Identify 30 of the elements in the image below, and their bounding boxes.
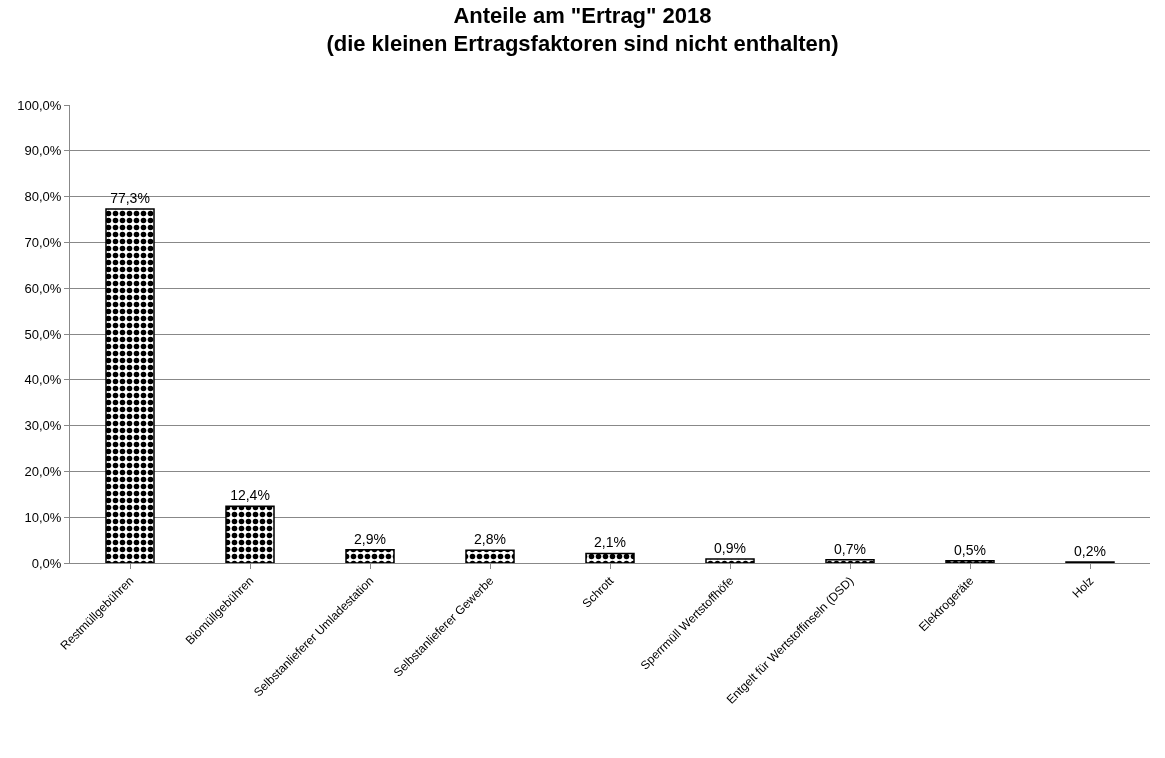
data-label: 0,2% — [1074, 543, 1106, 560]
y-tick-label: 100,0% — [17, 97, 62, 113]
y-tick-label: 20,0% — [24, 463, 62, 479]
y-tick-label: 60,0% — [24, 280, 62, 296]
bar — [705, 558, 755, 563]
data-label: 12,4% — [230, 487, 270, 504]
y-tick-label: 10,0% — [24, 509, 62, 525]
bar — [225, 505, 275, 563]
data-label: 2,9% — [354, 530, 386, 547]
bar — [465, 549, 515, 563]
data-label: 2,1% — [594, 534, 626, 551]
y-tick-label: 50,0% — [24, 326, 62, 342]
x-tick-label: Holz — [1069, 573, 1097, 601]
data-label: 0,5% — [954, 541, 986, 558]
y-tick-label: 40,0% — [24, 372, 62, 388]
y-tick-label: 0,0% — [31, 555, 62, 571]
y-tick-label: 30,0% — [24, 418, 62, 434]
y-tick-label: 90,0% — [24, 143, 62, 159]
bar — [585, 552, 635, 563]
data-label: 2,8% — [474, 531, 506, 548]
chart-title: Anteile am "Ertrag" 2018 (die kleinen Ertragsfaktoren sind nicht enthalten) — [326, 2, 839, 57]
bar — [105, 208, 155, 563]
data-label: 0,7% — [834, 540, 866, 557]
y-tick-label: 80,0% — [24, 189, 62, 205]
y-tick-label: 70,0% — [24, 234, 62, 250]
bar — [345, 548, 395, 563]
data-label: 0,9% — [714, 539, 746, 556]
bar — [825, 559, 875, 563]
bar — [945, 559, 995, 563]
data-label: 77,3% — [110, 189, 150, 206]
